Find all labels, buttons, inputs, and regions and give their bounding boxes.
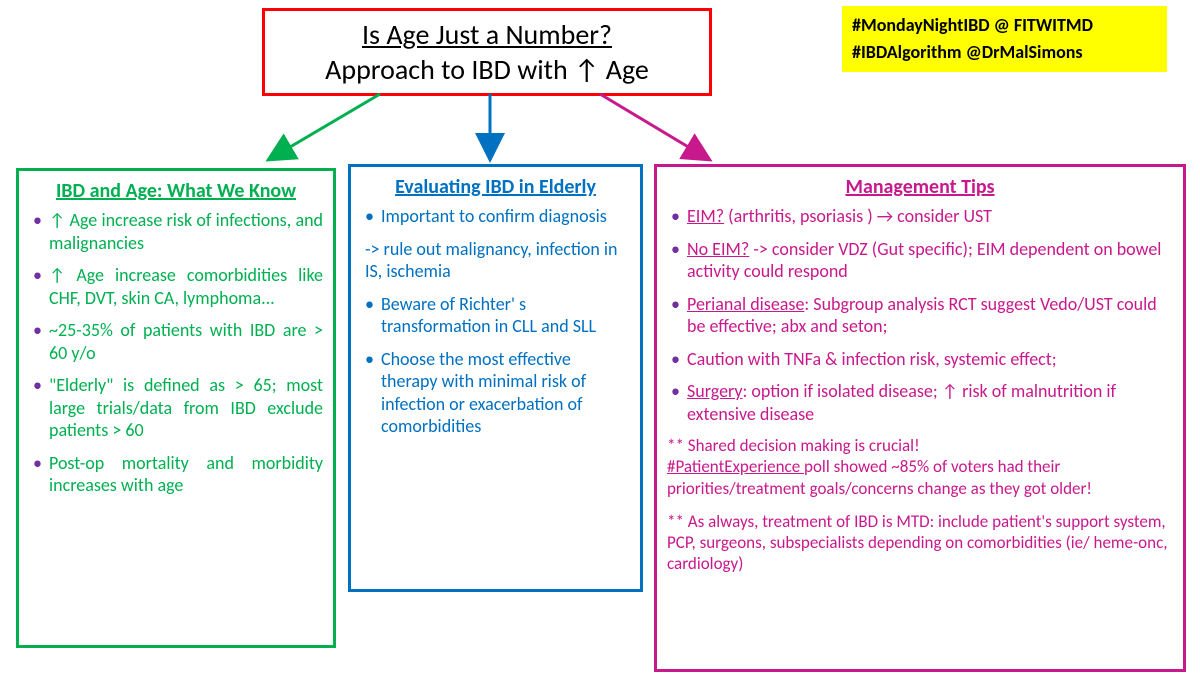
list-item: Important to confirm diagnosis — [365, 205, 630, 228]
up-arrow-icon: ↑ — [49, 209, 65, 231]
middle-bullets-2: Beware of Richter' s transformation in C… — [361, 293, 630, 438]
list-item: • Post-op mortality and morbidity increa… — [33, 452, 323, 497]
sub-text: -> rule out malignancy, infection in IS,… — [361, 238, 630, 283]
up-arrow-icon: ↑ — [574, 52, 599, 87]
title-line2-suffix: Age — [599, 52, 648, 87]
bullet-underlined: EIM? — [687, 205, 724, 227]
middle-heading: Evaluating IBD in Elderly — [361, 175, 630, 199]
list-item: • Perianal disease: Subgroup analysis RC… — [671, 293, 1173, 338]
bullet-text: Beware of Richter' s transformation in C… — [381, 293, 596, 338]
list-item: • Caution with TNFa & infection risk, sy… — [671, 348, 1173, 371]
bullet-underlined: Perianal disease — [687, 293, 804, 315]
list-item: • EIM? (arthritis, psoriasis ) → conside… — [671, 205, 1173, 228]
hashtag-line1: #MondayNightIBD @ FITWITMD — [852, 12, 1157, 39]
up-arrow-icon: ↑ — [49, 264, 65, 286]
right-column: Management Tips • EIM? (arthritis, psori… — [654, 164, 1186, 672]
bullet-text: Caution with TNFa & infection risk, syst… — [687, 348, 1057, 370]
bullet-underlined: Surgery — [687, 380, 743, 402]
bullet-text: ~25-35% of patients with IBD are > 60 y/… — [49, 319, 323, 364]
list-item: Beware of Richter' s transformation in C… — [365, 293, 630, 338]
bullet-text: "Elderly" is defined as > 65; most large… — [49, 374, 323, 441]
title-line2-prefix: Approach to IBD with — [325, 52, 574, 87]
bullet-text: Important to confirm diagnosis — [381, 205, 607, 227]
bullet-underlined: No EIM? — [687, 238, 749, 260]
footnote-prefix: ** Shared decision making is crucial! — [667, 435, 920, 456]
title-line1: Is Age Just a Number? — [285, 17, 689, 52]
left-column: IBD and Age: What We Know • ↑ Age increa… — [16, 168, 336, 648]
list-item: • ~25-35% of patients with IBD are > 60 … — [33, 319, 323, 364]
footnote-text: ** As always, treatment of IBD is MTD: i… — [667, 511, 1168, 575]
list-item: • ↑ Age increase risk of infections, and… — [33, 209, 323, 254]
arrow-to-right-column — [600, 94, 710, 160]
list-item: • Surgery: option if isolated disease; ↑… — [671, 380, 1173, 425]
list-item: Choose the most effective therapy with m… — [365, 348, 630, 438]
right-heading: Management Tips — [667, 175, 1173, 199]
hashtag-box: #MondayNightIBD @ FITWITMD #IBDAlgorithm… — [842, 6, 1167, 72]
bullet-text: Age increase comorbidities like CHF, DVT… — [49, 264, 323, 309]
middle-bullets: Important to confirm diagnosis — [361, 205, 630, 228]
list-item: • "Elderly" is defined as > 65; most lar… — [33, 374, 323, 442]
bullet-text: -> consider VDZ (Gut specific); EIM depe… — [687, 238, 1161, 283]
right-bullets: • EIM? (arthritis, psoriasis ) → conside… — [667, 205, 1173, 425]
left-heading: IBD and Age: What We Know — [29, 179, 323, 203]
footnote-1: ** Shared decision making is crucial! #P… — [667, 435, 1173, 499]
title-line2: Approach to IBD with ↑ Age — [285, 52, 689, 87]
bullet-text: Choose the most effective therapy with m… — [381, 348, 586, 438]
footnote-2: ** As always, treatment of IBD is MTD: i… — [667, 511, 1173, 575]
bullet-text: Age increase risk of infections, and mal… — [49, 209, 323, 254]
bullet-text: : option if isolated disease; ↑ risk of … — [687, 380, 1116, 425]
list-item: • No EIM? -> consider VDZ (Gut specific)… — [671, 238, 1173, 283]
arrow-to-left-column — [268, 94, 380, 160]
middle-column: Evaluating IBD in Elderly Important to c… — [348, 164, 643, 592]
title-box: Is Age Just a Number? Approach to IBD wi… — [262, 8, 712, 96]
footnote-hashtag: #PatientExperience — [667, 456, 804, 477]
bullet-text: (arthritis, psoriasis ) → consider UST — [724, 205, 992, 227]
left-bullets: • ↑ Age increase risk of infections, and… — [29, 209, 323, 497]
hashtag-line2: #IBDAlgorithm @DrMalSimons — [852, 39, 1157, 66]
list-item: • ↑ Age increase comorbidities like CHF,… — [33, 264, 323, 309]
bullet-text: Post-op mortality and morbidity increase… — [49, 452, 323, 497]
